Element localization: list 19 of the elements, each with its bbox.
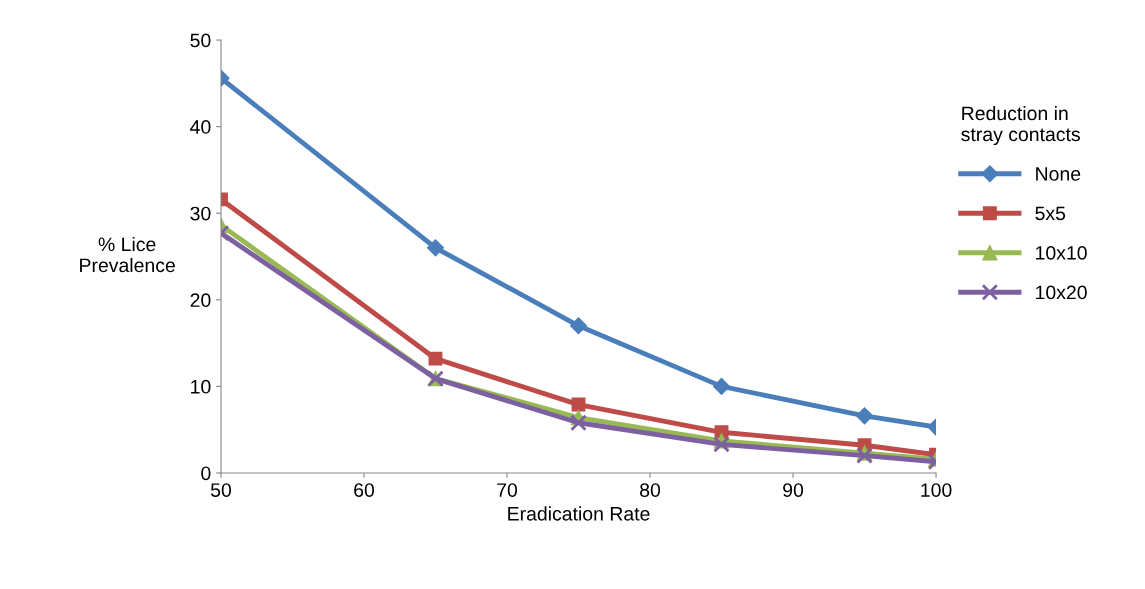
legend-label: 10x20 bbox=[1036, 285, 1087, 300]
x-tick-label: 50 bbox=[210, 483, 232, 497]
x-tick-label: 100 bbox=[921, 483, 952, 497]
legend-title: Reduction in stray contacts bbox=[961, 106, 1080, 146]
y-tick-label: 20 bbox=[190, 293, 211, 308]
legend-label: 5x5 bbox=[1035, 206, 1066, 221]
x-tick-label: 70 bbox=[497, 483, 518, 497]
y-tick-label: 50 bbox=[190, 33, 211, 48]
y-tick-label: 0 bbox=[201, 466, 211, 481]
legend-label: 10x10 bbox=[1036, 246, 1087, 260]
x-tick-label: 60 bbox=[354, 483, 375, 497]
y-axis-title: % Lice Prevalence bbox=[80, 236, 175, 273]
x-tick-label: 90 bbox=[783, 483, 804, 497]
x-tick-label: 80 bbox=[640, 483, 661, 497]
y-tick-label: 30 bbox=[190, 206, 211, 221]
legend-label: None bbox=[1036, 167, 1081, 181]
y-tick-label: 10 bbox=[191, 379, 211, 394]
y-tick-label: 40 bbox=[190, 120, 211, 134]
x-axis-title: Eradication Rate bbox=[508, 506, 650, 521]
